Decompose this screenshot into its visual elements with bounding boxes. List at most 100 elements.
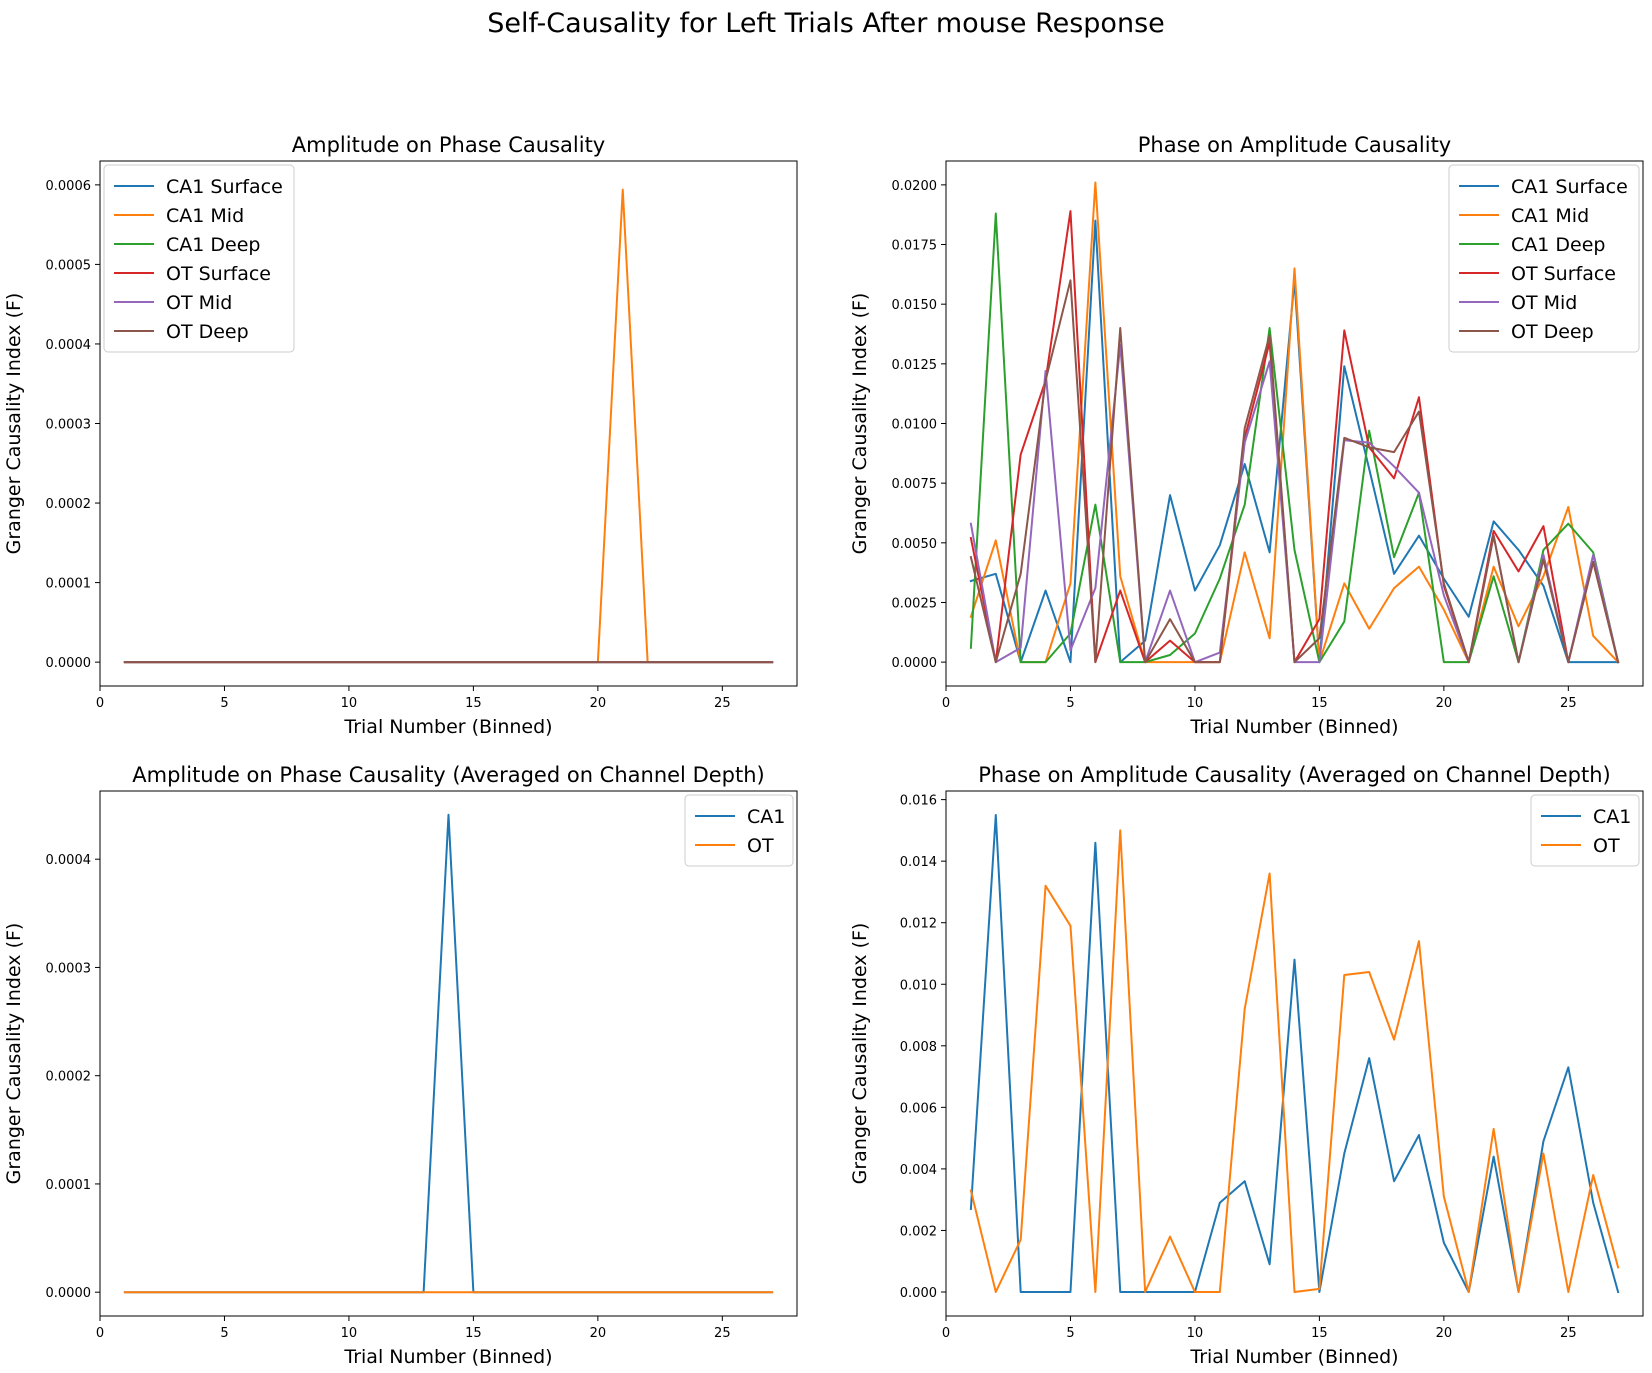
legend-label: CA1 [1593, 806, 1631, 828]
axes-frame [945, 160, 1644, 687]
series-lines [969, 814, 1620, 1294]
legend-label: OT [1593, 835, 1620, 857]
chart-title: Phase on Amplitude Causality [1138, 133, 1451, 157]
axes-frame [945, 790, 1644, 1317]
chart-panel-4: Phase on Amplitude Causality (Averaged o… [849, 763, 1644, 1368]
y-tick-label: 0.012 [900, 917, 937, 932]
series-lines [123, 813, 774, 1294]
x-tick-label: 10 [341, 696, 358, 711]
series-lines [123, 188, 774, 664]
legend-label: OT Surface [166, 263, 271, 285]
legend-label: OT Deep [166, 321, 249, 343]
series-line-ca1 [969, 814, 1620, 1294]
chart-panel-3: Amplitude on Phase Causality (Averaged o… [3, 763, 798, 1368]
legend-label: OT [747, 835, 774, 857]
x-tick-label: 25 [714, 696, 731, 711]
y-tick-label: 0.0075 [892, 477, 938, 492]
chart-panel-2: Phase on Amplitude Causality 0 5 10 15 20 25 0.… [849, 133, 1644, 738]
y-tick-label: 0.0002 [46, 497, 92, 512]
y-tick-label: 0.0000 [892, 656, 938, 671]
x-axis-label: Trial Number (Binned) [1189, 1346, 1398, 1368]
axes-frame [99, 790, 798, 1317]
y-tick-label: 0.0050 [892, 537, 938, 552]
series-line-ot-deep [969, 279, 1620, 664]
legend-label: OT Mid [166, 292, 232, 314]
y-tick-label: 0.0003 [46, 961, 92, 976]
y-tick-label: 0.0006 [46, 179, 92, 194]
series-line-ot [969, 829, 1620, 1293]
legend-label: OT Mid [1511, 292, 1577, 314]
series-lines [969, 181, 1620, 664]
x-tick-label: 10 [1187, 1326, 1204, 1341]
figure-suptitle: Self-Causality for Left Trials After mou… [487, 8, 1165, 39]
legend-label: CA1 Mid [166, 205, 244, 227]
y-tick-label: 0.014 [900, 855, 937, 870]
y-tick-label: 0.0005 [46, 258, 92, 273]
y-tick-label: 0.002 [900, 1224, 937, 1239]
legend-label: CA1 Surface [1511, 176, 1628, 198]
axes-frame [99, 160, 798, 687]
legend-label: CA1 Mid [1511, 205, 1589, 227]
chart-panel-1: Amplitude on Phase Causality 0 5 10 15 20 25 0.… [3, 133, 798, 738]
y-tick-label: 0.016 [900, 794, 937, 809]
x-tick-label: 0 [96, 696, 104, 711]
x-tick-label: 0 [96, 1326, 104, 1341]
x-tick-label: 15 [1311, 696, 1328, 711]
series-line-ca1-deep [969, 212, 1620, 664]
series-line-ca1-mid [969, 181, 1620, 664]
legend-label: CA1 Deep [1511, 234, 1605, 256]
x-tick-label: 5 [1066, 696, 1074, 711]
y-tick-label: 0.0004 [46, 338, 92, 353]
y-tick-label: 0.010 [900, 978, 937, 993]
y-tick-label: 0.004 [900, 1163, 937, 1178]
x-tick-label: 0 [942, 1326, 950, 1341]
legend: CA1 OT [1530, 794, 1640, 867]
x-tick-label: 20 [1436, 696, 1453, 711]
y-tick-label: 0.006 [900, 1101, 937, 1116]
x-tick-label: 25 [1560, 696, 1577, 711]
y-axis-label: Granger Causality Index (F) [3, 293, 25, 555]
y-tick-label: 0.0001 [46, 1178, 92, 1193]
chart-title: Amplitude on Phase Causality (Averaged o… [132, 763, 764, 787]
legend-label: CA1 Deep [166, 234, 260, 256]
y-tick-label: 0.0002 [46, 1070, 92, 1085]
legend-label: CA1 [747, 806, 785, 828]
chart-title: Amplitude on Phase Causality [292, 133, 605, 157]
y-tick-label: 0.0175 [892, 239, 938, 254]
y-tick-label: 0.008 [900, 1040, 937, 1055]
y-tick-label: 0.0025 [892, 596, 938, 611]
x-tick-label: 15 [465, 1326, 482, 1341]
legend: CA1 Surface CA1 Mid CA1 Deep OT Surface OT M… [1448, 164, 1640, 353]
legend-box [684, 794, 794, 867]
y-tick-label: 0.0200 [892, 179, 938, 194]
x-tick-label: 5 [220, 696, 228, 711]
series-line-ca1 [123, 813, 774, 1294]
x-axis-label: Trial Number (Binned) [343, 1346, 552, 1368]
x-tick-label: 25 [1560, 1326, 1577, 1341]
y-tick-label: 0.0125 [892, 358, 938, 373]
legend: CA1 Surface CA1 Mid CA1 Deep OT Surface OT M… [103, 164, 295, 353]
legend-label: CA1 Surface [166, 176, 283, 198]
y-tick-label: 0.0000 [46, 656, 92, 671]
y-tick-label: 0.0100 [892, 418, 938, 433]
x-axis-label: Trial Number (Binned) [1189, 716, 1398, 738]
chart-title: Phase on Amplitude Causality (Averaged o… [978, 763, 1610, 787]
x-tick-label: 15 [1311, 1326, 1328, 1341]
y-tick-label: 0.0003 [46, 418, 92, 433]
y-tick-label: 0.0004 [46, 853, 92, 868]
legend-box [1448, 164, 1640, 353]
x-tick-label: 25 [714, 1326, 731, 1341]
y-tick-label: 0.0001 [46, 577, 92, 592]
y-tick-label: 0.0000 [46, 1286, 92, 1301]
x-tick-label: 0 [942, 696, 950, 711]
legend-box [103, 164, 295, 353]
x-tick-label: 5 [220, 1326, 228, 1341]
x-tick-label: 20 [590, 696, 607, 711]
x-tick-label: 15 [465, 696, 482, 711]
legend-label: OT Deep [1511, 321, 1594, 343]
y-axis-label: Granger Causality Index (F) [849, 293, 871, 555]
legend: CA1 OT [684, 794, 794, 867]
x-tick-label: 5 [1066, 1326, 1074, 1341]
legend-box [1530, 794, 1640, 867]
